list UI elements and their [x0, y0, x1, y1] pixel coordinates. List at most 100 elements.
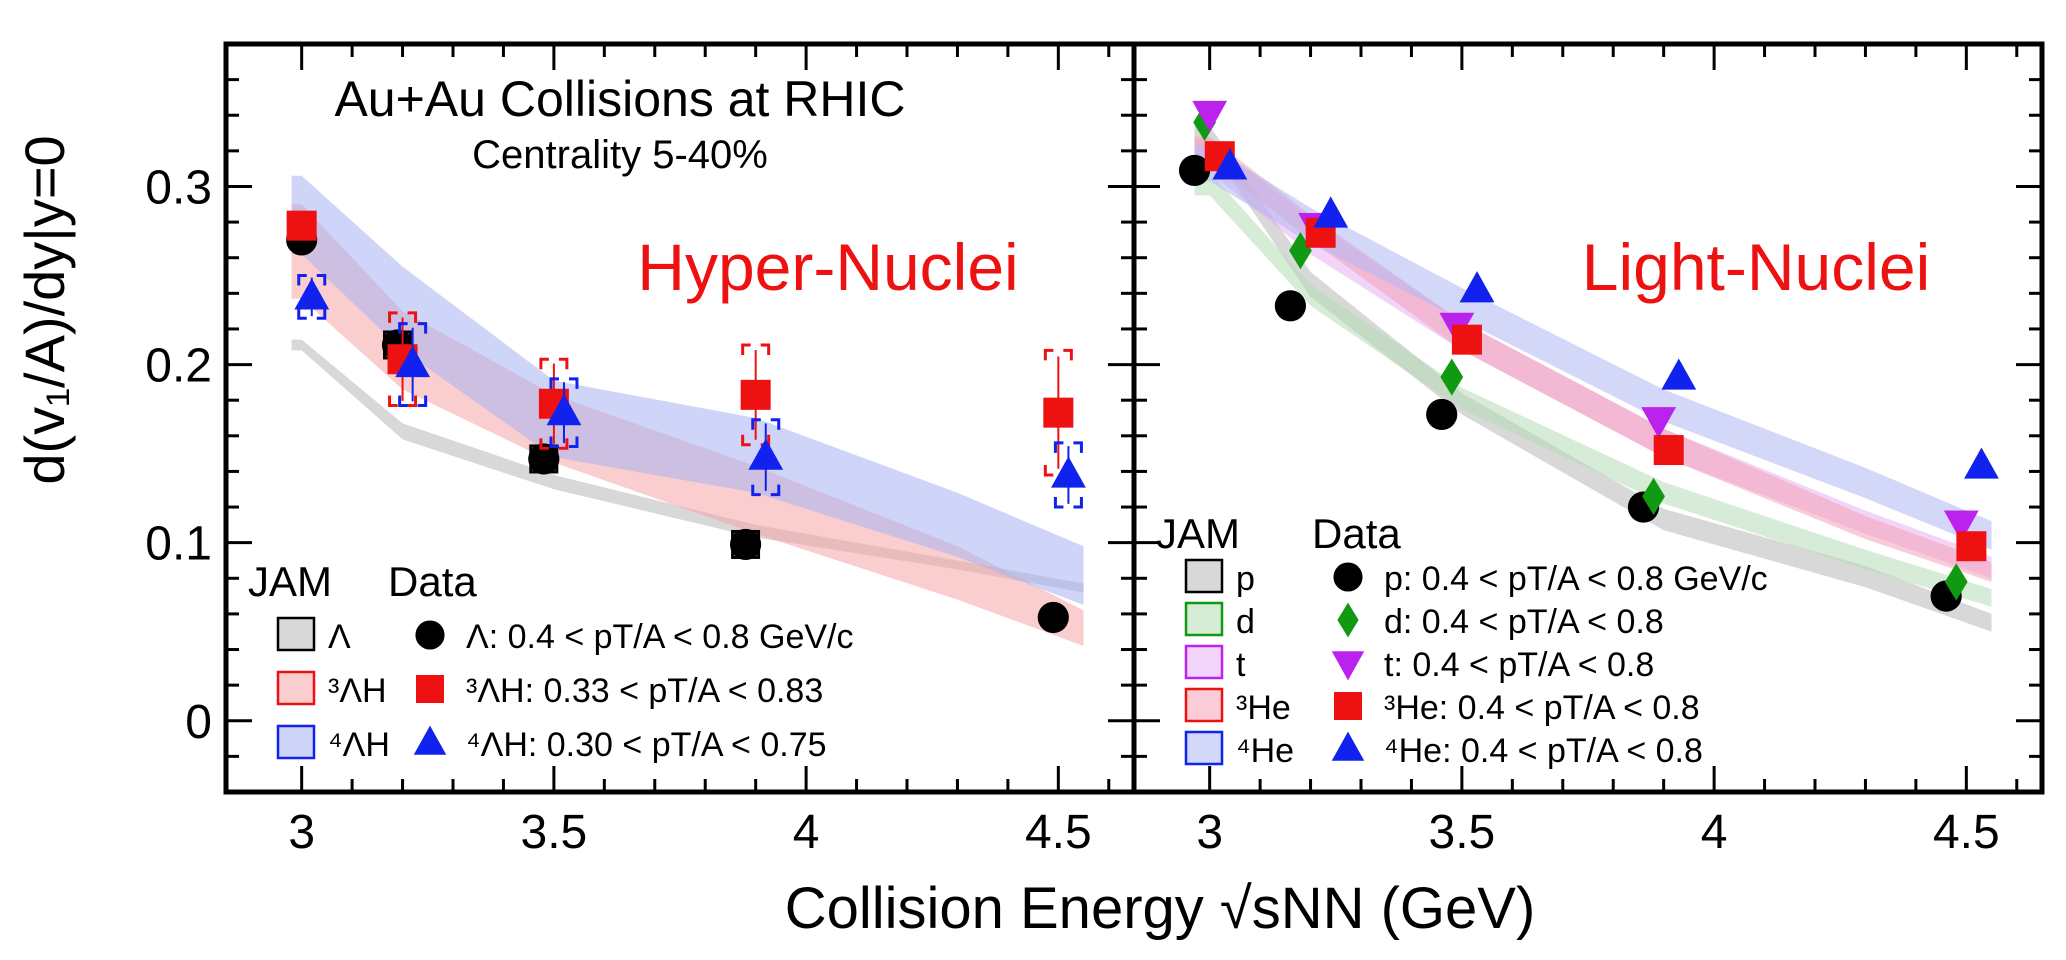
x-tick-label: 4 — [793, 806, 820, 859]
data-points-left — [286, 210, 1086, 634]
x-tick-label: 4 — [1701, 806, 1728, 859]
legend-jam-label: d — [1236, 603, 1255, 641]
data-point — [1451, 324, 1482, 355]
panel-label-light-nuclei: Light-Nuclei — [1582, 230, 1931, 304]
data-points-right — [1178, 100, 1999, 612]
data-point — [1642, 477, 1665, 515]
legend-jam-label: t — [1236, 646, 1246, 684]
data-point — [729, 528, 762, 561]
legend-marker — [416, 675, 444, 703]
legend-header-data: Data — [388, 558, 477, 605]
legend-data-label: ⁴ΛH: 0.30 < pT/A < 0.75 — [466, 726, 827, 764]
legend-header-data: Data — [1312, 510, 1401, 557]
y-axis-title: d(v₁/A)/dy|y=0 — [13, 135, 76, 484]
x-tick-label: 4.5 — [1025, 806, 1092, 859]
x-tick-label: 3 — [288, 806, 315, 859]
data-point — [1426, 398, 1458, 431]
data-point — [1274, 290, 1306, 322]
data-point — [1289, 231, 1312, 270]
data-point — [528, 443, 560, 475]
legend-band-swatch — [276, 616, 316, 652]
data-point — [1178, 154, 1211, 187]
y-tick-label: 0.3 — [145, 161, 212, 214]
legend-header-jam: JAM — [248, 558, 332, 605]
data-point — [1661, 358, 1697, 390]
legend-data-label: t: 0.4 < pT/A < 0.8 — [1384, 646, 1654, 684]
x-tick-label: 3.5 — [1429, 806, 1496, 859]
x-axis-title: Collision Energy √sNN (GeV) — [785, 876, 1536, 941]
light-nuclei-panel: Light-Nuclei JAM Data p p: 0.4 < pT/A < 0.8… — [1131, 41, 2045, 795]
syst-bracket — [1053, 441, 1083, 509]
legend-right: JAM Data p p: 0.4 < pT/A < 0.8 GeV/c d d: 0.4… — [1156, 510, 1768, 770]
x-tick-label: 3 — [1196, 806, 1223, 859]
series-points — [294, 274, 1086, 509]
syst-bracket — [1043, 348, 1073, 477]
series-points — [1178, 154, 1962, 612]
data-point — [294, 278, 330, 310]
legend-band-swatch — [276, 670, 316, 706]
legend-left: JAM Data Λ Λ: 0.4 < pT/A < 0.8 GeV/c ³ΛH ³ΛH:… — [248, 558, 853, 764]
data-point — [395, 345, 431, 378]
data-point — [546, 394, 582, 426]
y-tick-label: 0 — [185, 696, 212, 749]
legend-band-swatch — [1184, 687, 1224, 723]
jam-band — [1194, 145, 1992, 550]
syst-bracket — [549, 377, 579, 448]
jam-band — [1194, 136, 1992, 582]
legend-band-swatch — [1184, 730, 1224, 766]
legend-marker — [413, 725, 447, 755]
legend-marker — [1331, 651, 1365, 681]
jam-band — [291, 204, 1084, 646]
legend-data-label: Λ: 0.4 < pT/A < 0.8 GeV/c — [466, 618, 853, 656]
data-point — [1956, 531, 1987, 562]
legend-jam-label: ³ΛH — [328, 672, 387, 710]
syst-bracket — [388, 311, 418, 408]
legend-band-swatch — [1184, 644, 1224, 680]
data-point — [1051, 456, 1086, 488]
legend-marker — [1333, 562, 1363, 592]
data-point — [1943, 510, 1979, 542]
legend-marker — [1334, 692, 1362, 720]
legend-jam-label: ⁴He — [1236, 732, 1294, 770]
legend-marker — [415, 620, 445, 650]
legend-data-label: ³He: 0.4 < pT/A < 0.8 — [1384, 689, 1700, 727]
hyper-nuclei-panel: Au+Au Collisions at RHIC Centrality 5-40… — [223, 41, 1137, 795]
legend-data-label: ⁴He: 0.4 < pT/A < 0.8 — [1384, 732, 1703, 770]
legend-jam-label: ⁴ΛH — [328, 726, 390, 764]
syst-bracket — [539, 357, 569, 450]
legend-data-label: d: 0.4 < pT/A < 0.8 — [1384, 603, 1664, 641]
data-point — [1641, 407, 1677, 439]
data-point — [286, 210, 317, 241]
syst-bracket — [741, 343, 771, 447]
jam-band — [291, 175, 1084, 606]
legend-band-swatch — [276, 724, 316, 760]
legend-header-jam: JAM — [1156, 510, 1240, 557]
data-point — [1043, 397, 1074, 428]
syst-bracket — [398, 322, 428, 408]
y-axis-title-text: d(v₁/A)/dy|y=0 — [13, 135, 76, 484]
plot-frame-right — [1131, 41, 2045, 795]
legend-data-label: p: 0.4 < pT/A < 0.8 GeV/c — [1384, 560, 1768, 598]
y-tick-label: 0.2 — [145, 340, 212, 393]
syst-bracket — [751, 418, 781, 497]
data-point — [748, 438, 784, 470]
y-tick-labels: 0 0.1 0.2 0.3 — [145, 161, 212, 748]
legend-jam-label: ³He — [1236, 689, 1291, 727]
data-point — [1653, 435, 1684, 466]
panel-title: Au+Au Collisions at RHIC — [334, 71, 905, 127]
data-point — [1037, 601, 1069, 634]
legend-band-swatch — [1184, 601, 1224, 637]
legend-marker — [1337, 602, 1359, 638]
legend-jam-label: Λ — [328, 618, 351, 656]
data-point — [1192, 100, 1228, 133]
series-points — [1204, 141, 1987, 562]
legend-marker — [1331, 731, 1365, 761]
x-tick-labels: 3 3.5 4 4.5 3 3.5 4 4.5 — [288, 806, 1999, 859]
x-tick-label: 3.5 — [521, 806, 588, 859]
legend-jam-label: p — [1236, 560, 1255, 598]
legend-band-swatch — [1184, 558, 1224, 594]
x-tick-label: 4.5 — [1933, 806, 2000, 859]
data-point — [1313, 196, 1349, 228]
data-point — [1964, 447, 1999, 479]
